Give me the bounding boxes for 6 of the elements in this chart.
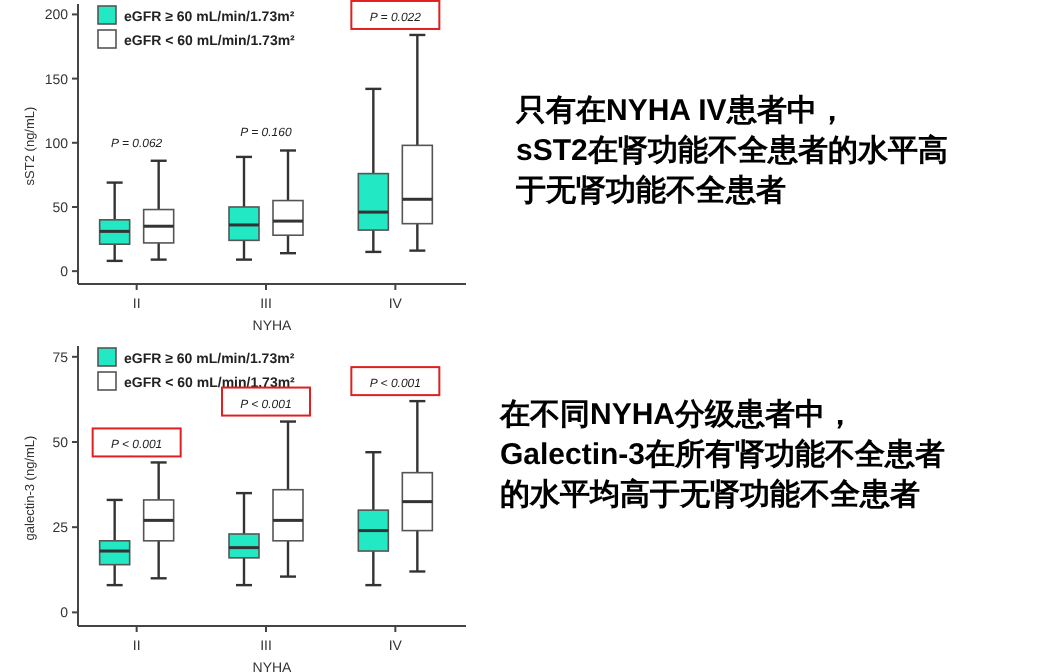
text: 于无肾功能不全患者: [514, 174, 786, 208]
text: 在不同NYHA分级患者中，: [498, 398, 856, 432]
text: sST2在肾功能不全患者的水平高: [516, 132, 948, 168]
text: 的水平均高于无肾功能不全患者: [500, 476, 920, 512]
text: 只有在NYHA IV患者中，: [514, 94, 847, 128]
text: Galectin-3在所有肾功能不全患者: [500, 438, 946, 472]
